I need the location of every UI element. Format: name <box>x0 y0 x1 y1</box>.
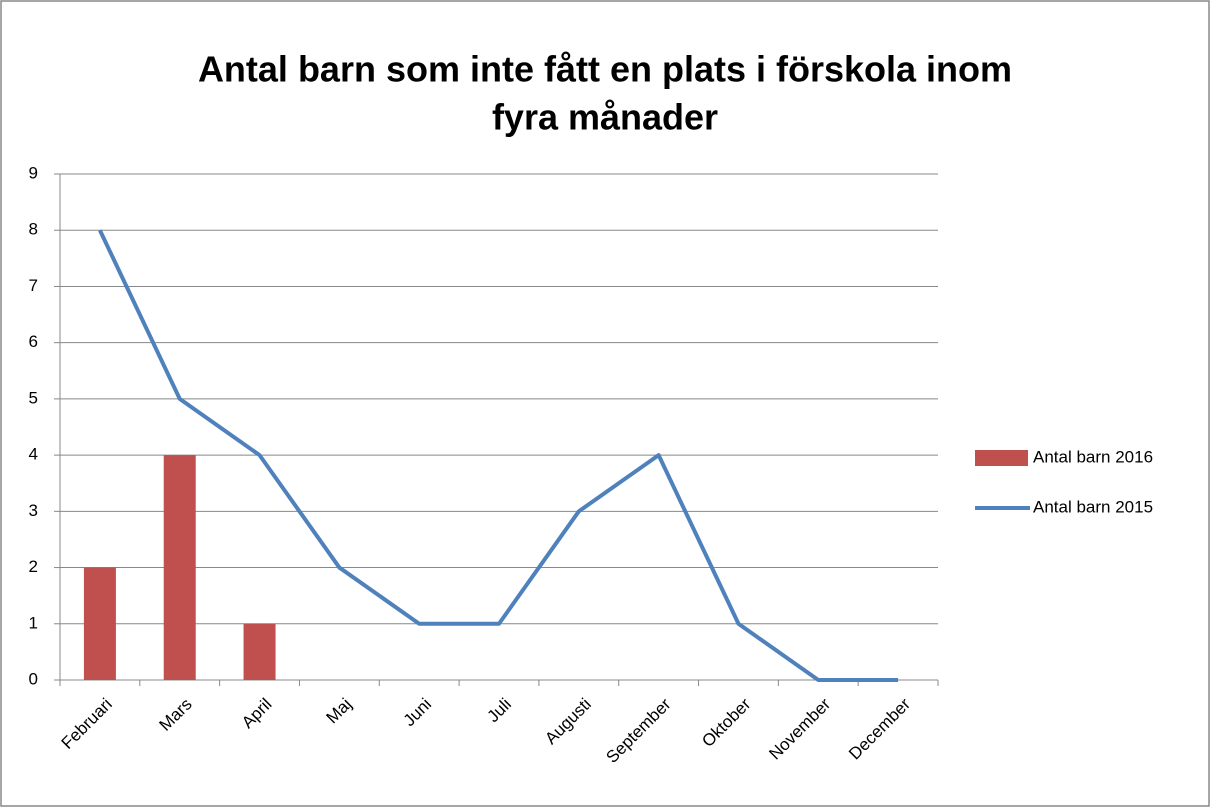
y-tick-label: 1 <box>29 613 38 632</box>
y-tick-label: 9 <box>29 163 38 182</box>
legend-swatch <box>975 450 1028 466</box>
y-tick-label: 7 <box>29 276 38 295</box>
legend-label: Antal barn 2016 <box>1033 447 1153 466</box>
y-tick-label: 2 <box>29 557 38 576</box>
y-tick-label: 5 <box>29 388 38 407</box>
y-tick-label: 4 <box>29 445 38 464</box>
chart-title: Antal barn som inte fått en plats i förs… <box>198 49 1012 90</box>
chart-title: fyra månader <box>492 97 718 138</box>
line <box>98 229 899 682</box>
bar <box>83 567 116 680</box>
y-tick-label: 3 <box>29 501 38 520</box>
y-tick-label: 6 <box>29 332 38 351</box>
bar <box>163 455 196 680</box>
bar <box>243 623 276 680</box>
legend-label: Antal barn 2015 <box>1033 497 1153 516</box>
y-tick-label: 0 <box>29 669 38 688</box>
y-tick-label: 8 <box>29 220 38 239</box>
